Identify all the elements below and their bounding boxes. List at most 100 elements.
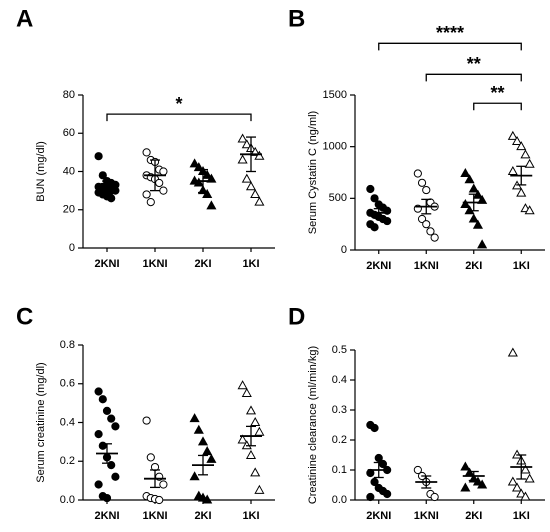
data-point (430, 492, 439, 502)
x-tick-label: 2KI (465, 510, 482, 522)
data-point (413, 169, 422, 178)
x-tick-label: 2KNI (366, 260, 391, 272)
data-point (237, 434, 248, 444)
data-point (102, 406, 112, 415)
significance-bracket (473, 102, 522, 111)
data-point (516, 141, 527, 151)
data-point (94, 430, 103, 439)
data-point (383, 489, 392, 499)
data-point (472, 219, 484, 229)
panel-letter: C (16, 303, 33, 330)
data-point (98, 171, 107, 180)
data-point (111, 186, 120, 195)
data-point (202, 169, 213, 179)
data-point (254, 196, 265, 206)
data-point (511, 449, 523, 459)
panel-letter: A (16, 5, 33, 32)
data-point (146, 198, 155, 207)
data-point (524, 205, 535, 215)
y-tick-label: 0 (69, 242, 75, 254)
y-tick-label: 500 (329, 192, 347, 204)
data-point (460, 482, 471, 492)
y-tick-label: 0.1 (332, 464, 347, 476)
data-point (477, 479, 488, 489)
x-tick-label: 1KNI (142, 258, 167, 270)
data-point (511, 482, 523, 492)
data-point (507, 165, 518, 175)
data-point (193, 177, 204, 187)
data-point (370, 423, 379, 433)
data-point (206, 453, 217, 463)
y-tick-label: 1000 (323, 141, 347, 153)
data-point (159, 480, 168, 489)
data-point (516, 187, 527, 197)
y-tick-label: 80 (63, 89, 75, 101)
panel-letter: B (288, 5, 305, 32)
data-point (237, 380, 248, 390)
significance-label: ** (490, 83, 504, 103)
data-point (202, 188, 213, 198)
y-tick-label: 0.3 (332, 404, 347, 416)
data-point (468, 183, 479, 193)
x-tick-label: 1KI (242, 258, 259, 270)
data-point (250, 416, 261, 426)
significance-bracket (106, 113, 252, 122)
data-point (477, 239, 488, 249)
data-point (464, 205, 475, 215)
data-point (520, 491, 531, 501)
data-point (422, 185, 431, 195)
data-point (366, 492, 375, 502)
y-tick-label: 0.8 (60, 339, 75, 351)
data-point (111, 472, 120, 481)
y-tick-label: 0.0 (332, 494, 347, 506)
significance-label: * (175, 94, 182, 114)
data-point (417, 178, 427, 187)
data-point (417, 214, 427, 224)
data-point (241, 387, 252, 397)
data-point (159, 186, 168, 195)
data-point (98, 395, 107, 404)
data-point (241, 440, 252, 450)
data-point (460, 461, 471, 471)
y-axis-label: Serum creatinine (mg/dl) (35, 362, 47, 482)
data-point (250, 467, 261, 477)
panel-letter: D (288, 303, 305, 330)
data-point (102, 493, 112, 503)
data-point (193, 424, 204, 434)
x-tick-label: 2KI (465, 260, 482, 272)
significance-bracket (425, 73, 522, 82)
x-tick-label: 1KI (513, 510, 530, 522)
data-point (426, 227, 435, 236)
data-point (254, 426, 265, 436)
significance-bracket (378, 42, 522, 51)
data-point (460, 168, 471, 178)
data-point (189, 471, 200, 481)
y-axis-label: BUN (mg/dl) (35, 141, 47, 202)
data-point (189, 413, 200, 423)
x-tick-label: 1KNI (142, 510, 167, 522)
data-point (370, 477, 379, 487)
data-point (159, 167, 168, 176)
significance-label: ** (467, 54, 481, 74)
data-point (142, 148, 151, 157)
data-point (155, 495, 164, 505)
data-point (107, 194, 116, 203)
data-point (202, 446, 213, 456)
data-point (460, 199, 471, 209)
data-point (241, 173, 252, 183)
data-point (464, 174, 475, 184)
data-point (511, 135, 523, 145)
data-point (146, 453, 155, 462)
x-tick-label: 2KNI (94, 510, 119, 522)
y-tick-label: 0.2 (60, 455, 75, 467)
x-tick-label: 2KI (194, 510, 211, 522)
data-point (245, 181, 257, 191)
data-point (237, 133, 248, 143)
data-point (94, 480, 103, 489)
x-tick-label: 2KNI (94, 258, 119, 270)
data-point (254, 484, 265, 494)
data-point (370, 194, 379, 203)
data-point (468, 213, 479, 223)
data-point (250, 188, 261, 198)
